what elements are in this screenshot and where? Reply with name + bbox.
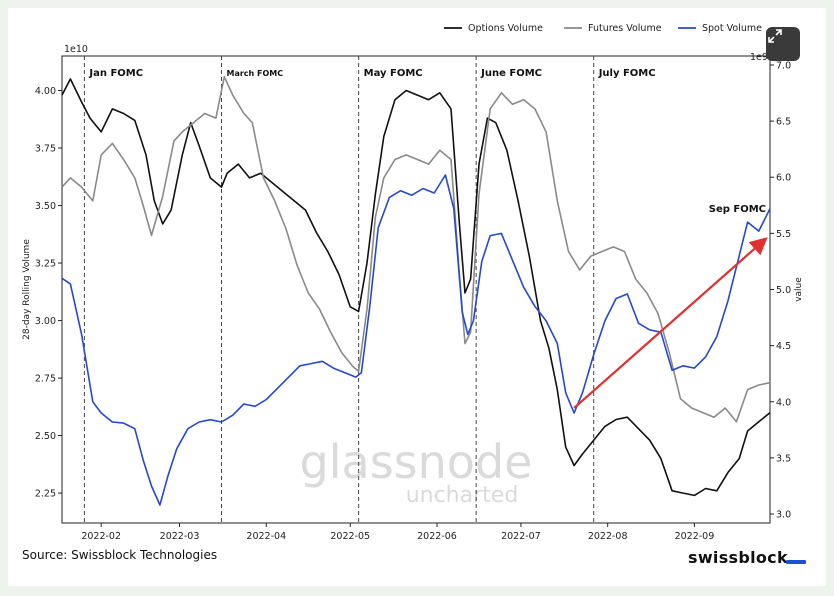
x-tick-label: 2022-05 [330, 531, 370, 542]
series-line [61, 75, 771, 423]
source-note: Source: Swissblock Technologies [22, 548, 218, 562]
y-tick-label: 3.50 [35, 201, 56, 212]
y-tick-label: 2.25 [35, 489, 56, 500]
series-line [61, 174, 771, 506]
y-tick-label: 4.00 [35, 86, 56, 97]
legend-entry: Spot Volume [702, 23, 762, 34]
x-tick-label: 2022-04 [246, 531, 286, 542]
y-tick-label: 2.50 [35, 431, 56, 442]
watermark-line1: glassnode [300, 435, 533, 489]
expand-icon [768, 29, 782, 43]
event-label: March FOMC [227, 69, 284, 78]
y2-tick-label: 5.0 [776, 285, 791, 296]
y-tick-label: 2.75 [35, 374, 56, 385]
x-tick-label: 2022-08 [588, 531, 628, 542]
event-label: Jan FOMC [88, 68, 143, 79]
y-offset-label: 1e10 [64, 44, 88, 55]
expand-button[interactable] [766, 27, 800, 61]
y2-offset-label: 1e9 [750, 52, 768, 63]
x-tick-label: 2022-03 [160, 531, 200, 542]
x-tick-label: 2022-07 [501, 531, 541, 542]
legend-entry: Futures Volume [588, 23, 662, 34]
y-tick-label: 3.75 [35, 144, 56, 155]
brand-bar [786, 560, 806, 564]
y-axis-label: 28-day Rolling Volume [22, 239, 32, 340]
trend-arrow [573, 237, 768, 409]
y-tick-label: 3.25 [35, 259, 56, 270]
event-label: June FOMC [480, 68, 542, 79]
glassnode-watermark: glassnode uncharted [300, 435, 533, 508]
event-label: May FOMC [364, 68, 423, 79]
x-tick-label: 2022-06 [417, 531, 457, 542]
y2-tick-label: 4.5 [776, 341, 791, 352]
y2-tick-label: 5.5 [776, 229, 791, 240]
legend-entry: Options Volume [468, 23, 543, 34]
series-line [61, 78, 771, 497]
y2-tick-label: 4.0 [776, 397, 791, 408]
y2-tick-label: 3.5 [776, 453, 791, 464]
y-tick-label: 3.00 [35, 316, 56, 327]
x-tick-label: 2022-09 [675, 531, 715, 542]
y2-tick-label: 3.0 [776, 510, 791, 521]
event-label: Sep FOMC [709, 204, 766, 215]
event-label: July FOMC [598, 68, 656, 79]
brand-logo: swissblock [688, 548, 788, 567]
x-tick-label: 2022-02 [81, 531, 121, 542]
y2-tick-label: 7.0 [776, 60, 791, 71]
y2-tick-label: 6.0 [776, 173, 791, 184]
watermark-line2: uncharted [406, 483, 519, 508]
y2-tick-label: 6.5 [776, 117, 791, 128]
y2-axis-label: value [794, 277, 804, 302]
